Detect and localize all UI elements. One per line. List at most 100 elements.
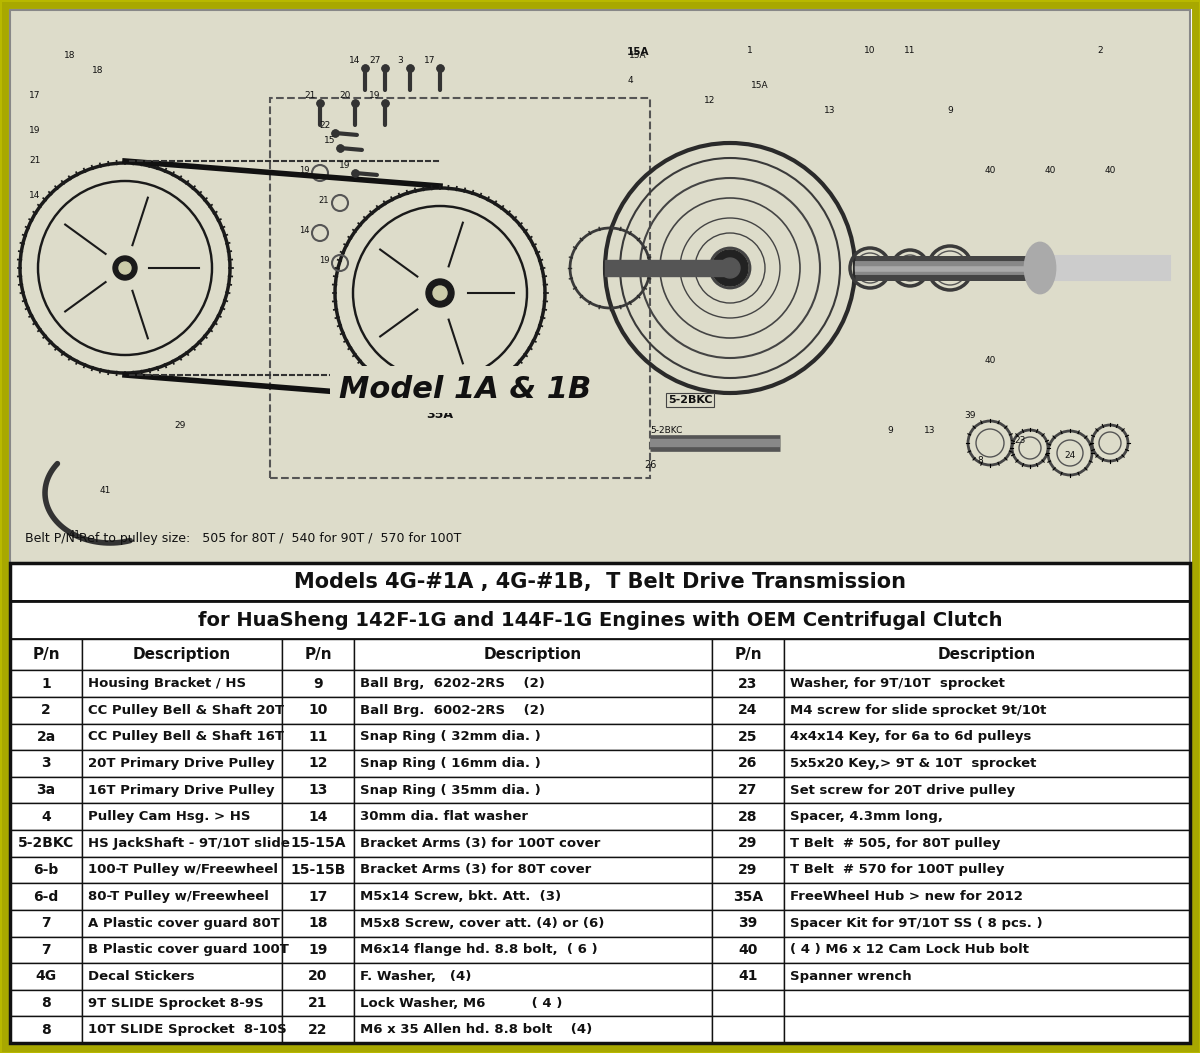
Text: 40: 40 [1044,166,1056,175]
Text: P/n: P/n [32,648,60,662]
FancyBboxPatch shape [354,936,712,963]
Text: 35A: 35A [733,890,763,903]
Text: M6 x 35 Allen hd. 8.8 bolt    (4): M6 x 35 Allen hd. 8.8 bolt (4) [360,1024,593,1036]
Text: 80-T Pulley w/Freewheel: 80-T Pulley w/Freewheel [88,890,269,903]
Text: 100-T Pulley w/Freewheel: 100-T Pulley w/Freewheel [88,863,278,876]
Text: 4: 4 [41,810,50,823]
FancyBboxPatch shape [82,936,282,963]
Text: 11: 11 [308,730,328,743]
Text: for HuaSheng 142F-1G and 144F-1G Engines with OEM Centrifugal Clutch: for HuaSheng 142F-1G and 144F-1G Engines… [198,611,1002,630]
Text: 10: 10 [864,46,876,55]
Text: 6-b: 6-b [34,863,59,877]
Text: 14: 14 [29,191,41,200]
Text: 20T Primary Drive Pulley: 20T Primary Drive Pulley [88,757,275,770]
FancyBboxPatch shape [82,857,282,883]
Text: 2a: 2a [36,730,55,743]
Text: 8: 8 [977,456,983,465]
Text: 1: 1 [748,46,752,55]
Text: 12: 12 [308,756,328,771]
Text: CC Pulley Bell & Shaft 16T: CC Pulley Bell & Shaft 16T [88,731,284,743]
FancyBboxPatch shape [10,910,82,936]
Text: 4: 4 [628,76,632,85]
Text: P/n: P/n [734,648,762,662]
FancyBboxPatch shape [82,723,282,750]
FancyBboxPatch shape [82,830,282,857]
FancyBboxPatch shape [712,697,784,723]
FancyBboxPatch shape [712,777,784,803]
FancyBboxPatch shape [712,857,784,883]
Text: 40: 40 [984,166,996,175]
FancyBboxPatch shape [712,750,784,777]
Text: 12: 12 [704,96,715,105]
Text: M6x14 flange hd. 8.8 bolt,  ( 6 ): M6x14 flange hd. 8.8 bolt, ( 6 ) [360,943,598,956]
Text: 24: 24 [1064,451,1075,460]
Text: Set screw for 20T drive pulley: Set screw for 20T drive pulley [790,783,1015,796]
Text: 22: 22 [319,121,331,130]
FancyBboxPatch shape [712,639,784,671]
FancyBboxPatch shape [784,990,1190,1016]
Text: Ball Brg,  6202-2RS    (2): Ball Brg, 6202-2RS (2) [360,677,545,690]
FancyBboxPatch shape [82,883,282,910]
Text: 14: 14 [349,56,361,65]
Text: FreeWheel Hub > new for 2012: FreeWheel Hub > new for 2012 [790,890,1022,903]
FancyBboxPatch shape [10,750,82,777]
Text: 24: 24 [738,703,757,717]
FancyBboxPatch shape [784,777,1190,803]
Text: 5-2BKC: 5-2BKC [18,836,74,851]
FancyBboxPatch shape [5,5,1195,1048]
FancyBboxPatch shape [82,990,282,1016]
Text: 29: 29 [738,863,757,877]
Text: 13: 13 [308,783,328,797]
FancyBboxPatch shape [354,697,712,723]
FancyBboxPatch shape [784,750,1190,777]
FancyBboxPatch shape [282,697,354,723]
FancyBboxPatch shape [82,671,282,697]
Text: 5x5x20 Key,> 9T & 10T  sprocket: 5x5x20 Key,> 9T & 10T sprocket [790,757,1037,770]
FancyBboxPatch shape [354,910,712,936]
FancyBboxPatch shape [784,857,1190,883]
FancyBboxPatch shape [282,936,354,963]
Text: 5-2BKC: 5-2BKC [667,395,713,405]
FancyBboxPatch shape [354,990,712,1016]
Text: 17: 17 [29,91,41,100]
FancyBboxPatch shape [10,936,82,963]
FancyBboxPatch shape [712,803,784,830]
FancyBboxPatch shape [282,750,354,777]
FancyBboxPatch shape [82,777,282,803]
FancyBboxPatch shape [712,990,784,1016]
Text: 19: 19 [340,161,350,170]
Text: 17: 17 [308,890,328,903]
Text: 21: 21 [319,196,329,205]
FancyBboxPatch shape [10,963,82,990]
Text: 15A: 15A [629,51,647,60]
FancyBboxPatch shape [712,963,784,990]
FancyBboxPatch shape [784,671,1190,697]
Text: B Plastic cover guard 100T: B Plastic cover guard 100T [88,943,289,956]
FancyBboxPatch shape [712,883,784,910]
Bar [605,260,730,276]
Text: Models 4G-#1A , 4G-#1B,  T Belt Drive Transmission: Models 4G-#1A , 4G-#1B, T Belt Drive Tra… [294,572,906,592]
Text: 41: 41 [100,486,110,495]
Text: 15A: 15A [751,81,769,90]
FancyBboxPatch shape [354,723,712,750]
Text: F. Washer,   (4): F. Washer, (4) [360,970,472,982]
FancyBboxPatch shape [282,990,354,1016]
FancyBboxPatch shape [712,936,784,963]
Text: 20: 20 [340,91,350,100]
Text: M5x8 Screw, cover att. (4) or (6): M5x8 Screw, cover att. (4) or (6) [360,917,605,930]
Text: 28: 28 [738,810,757,823]
FancyBboxPatch shape [10,803,82,830]
Text: 9: 9 [313,677,323,691]
Text: 21: 21 [305,91,316,100]
Text: 39: 39 [738,916,757,930]
Text: M5x14 Screw, bkt. Att.  (3): M5x14 Screw, bkt. Att. (3) [360,890,562,903]
Text: Model 1A & 1B: Model 1A & 1B [338,375,592,404]
Text: 9: 9 [947,106,953,115]
FancyBboxPatch shape [10,857,82,883]
FancyBboxPatch shape [282,671,354,697]
FancyBboxPatch shape [784,697,1190,723]
FancyBboxPatch shape [82,750,282,777]
Text: T Belt  # 570 for 100T pulley: T Belt # 570 for 100T pulley [790,863,1004,876]
Text: 15: 15 [324,136,336,145]
FancyBboxPatch shape [784,936,1190,963]
